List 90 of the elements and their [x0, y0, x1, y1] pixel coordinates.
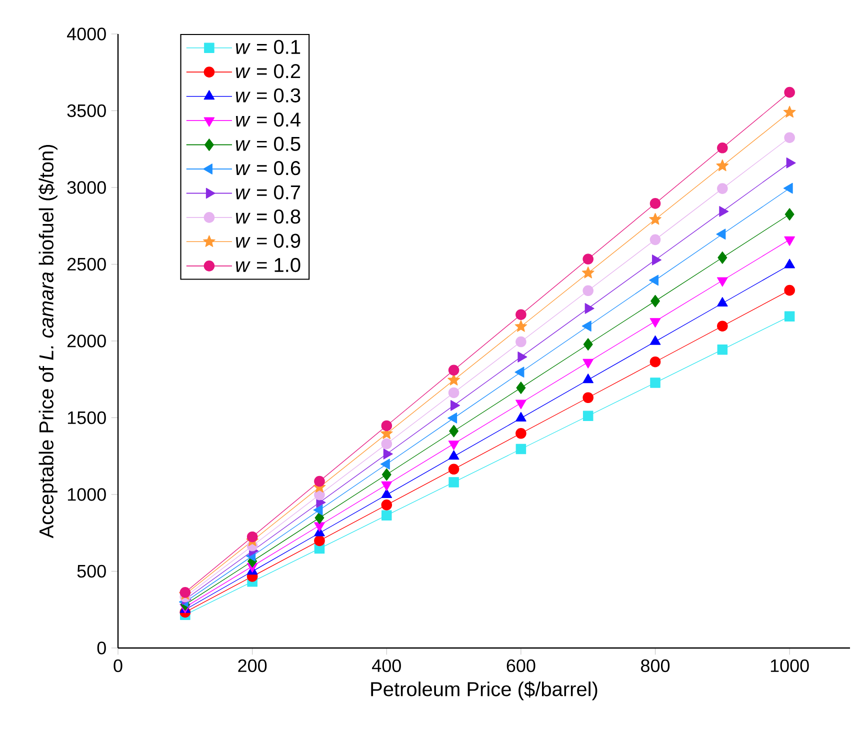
- x-tick-label: 1000: [770, 659, 809, 672]
- point: [784, 258, 795, 268]
- legend-label: w = 0.1: [236, 40, 300, 54]
- point: [514, 320, 528, 332]
- point: [582, 392, 594, 404]
- point: [652, 254, 662, 266]
- point: [448, 364, 460, 376]
- point: [516, 336, 526, 348]
- point: [449, 424, 459, 438]
- point: [381, 481, 392, 491]
- point: [716, 228, 726, 240]
- legend-label: w = 0.9: [236, 234, 300, 248]
- point: [649, 274, 659, 286]
- point: [582, 358, 594, 368]
- point: [717, 142, 728, 154]
- point: [448, 387, 460, 398]
- point: [516, 382, 526, 394]
- point: [784, 236, 795, 246]
- point: [582, 410, 594, 422]
- point: [650, 378, 660, 388]
- legend-label: w = 1.0: [236, 258, 300, 272]
- point: [649, 212, 662, 225]
- point: [381, 500, 392, 510]
- point: [448, 477, 459, 488]
- x-axis-title: Petroleum Price ($/barrel): [371, 681, 598, 700]
- point: [381, 488, 392, 498]
- point: [582, 266, 594, 278]
- point: [584, 303, 594, 314]
- x-tick-label: 400: [372, 659, 401, 672]
- y-tick-label: 1500: [68, 411, 106, 424]
- point: [314, 512, 324, 524]
- point: [314, 535, 325, 546]
- y-axis-title: Acceptable Price of L. camara biofuel ($/ton): [38, 144, 58, 538]
- y-tick-label: 2000: [67, 334, 106, 348]
- point: [582, 374, 594, 384]
- x-tick-label: 600: [506, 659, 536, 672]
- point: [516, 309, 526, 320]
- y-tick-label: 1000: [68, 488, 106, 501]
- point: [717, 320, 728, 332]
- point: [718, 251, 728, 264]
- point: [650, 356, 661, 368]
- point: [448, 450, 460, 460]
- y-tick-label: 500: [77, 564, 106, 578]
- x-tick-label: 0: [114, 659, 122, 672]
- x-tick-label: 200: [238, 659, 267, 672]
- point: [650, 294, 660, 308]
- point: [246, 531, 258, 542]
- legend-label: w = 0.8: [236, 209, 300, 224]
- y-tick-label: 0: [97, 642, 106, 654]
- point: [313, 504, 323, 516]
- point: [583, 338, 593, 351]
- y-tick-label: 3500: [67, 104, 106, 118]
- point: [314, 476, 325, 487]
- point: [650, 335, 661, 345]
- point: [716, 297, 728, 306]
- point: [784, 86, 795, 98]
- point: [717, 344, 728, 355]
- point: [450, 400, 460, 411]
- point: [650, 234, 661, 246]
- y-tick-label: 3000: [67, 181, 106, 194]
- point: [582, 285, 594, 296]
- point: [784, 311, 795, 322]
- point: [786, 158, 796, 168]
- point: [716, 159, 729, 172]
- point: [383, 448, 393, 460]
- point: [784, 284, 795, 296]
- legend-label: w = 0.5: [236, 136, 300, 151]
- point: [382, 468, 392, 481]
- legend-label: w = 0.3: [236, 88, 300, 102]
- point: [516, 428, 526, 439]
- y-tick-label: 2500: [67, 258, 106, 271]
- y-tick-label: 4000: [67, 28, 106, 40]
- legend-label: w = 0.2: [236, 64, 300, 78]
- legend-label: w = 0.6: [236, 161, 300, 176]
- point: [381, 438, 392, 450]
- x-tick-label: 800: [641, 659, 670, 672]
- point: [514, 366, 524, 378]
- point: [381, 420, 392, 432]
- point: [783, 106, 796, 118]
- point: [784, 132, 795, 143]
- point: [582, 254, 594, 264]
- legend-label: w = 0.7: [236, 185, 300, 200]
- point: [448, 464, 460, 475]
- point: [784, 208, 794, 221]
- point: [448, 412, 458, 424]
- legend-label: w = 0.4: [236, 112, 300, 127]
- point: [717, 183, 728, 194]
- point: [381, 510, 392, 520]
- point: [650, 198, 661, 209]
- point: [516, 444, 526, 454]
